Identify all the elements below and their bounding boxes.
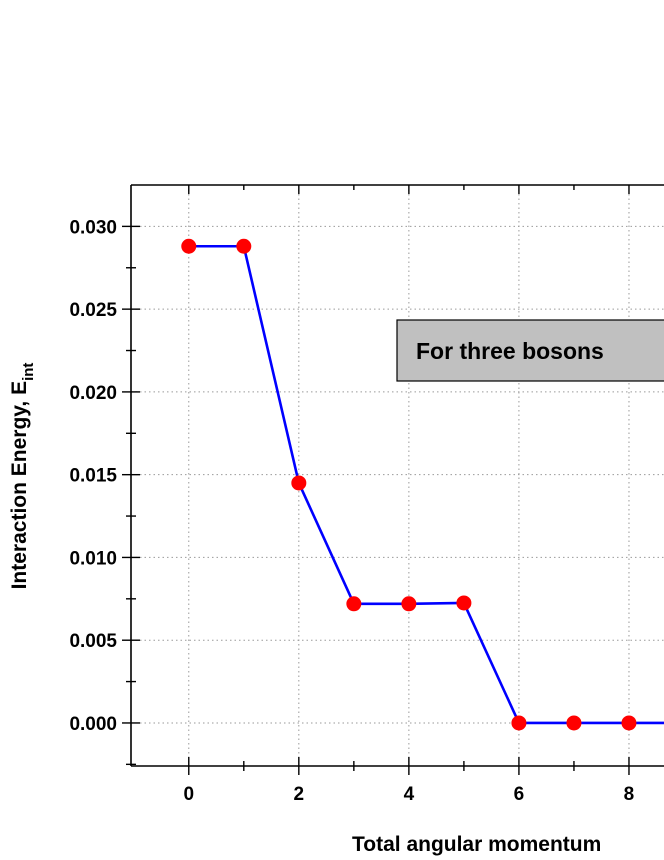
x-axis-title: Total angular momentum (352, 833, 601, 856)
data-point-1 (236, 238, 252, 254)
y-axis-title-subscript: int (20, 363, 37, 381)
data-point-8 (621, 715, 637, 731)
annotation-box (396, 319, 664, 382)
x-tick-label-2: 2 (294, 784, 305, 805)
y-tick-label-0.010: 0.010 (69, 548, 117, 569)
y-tick-label-0.030: 0.030 (69, 217, 117, 238)
axes (130, 184, 664, 767)
series-line-0 (188, 244, 664, 725)
y-tick-label-0.025: 0.025 (69, 300, 117, 321)
data-point-6 (511, 715, 527, 731)
grid (131, 185, 664, 766)
data-point-0 (181, 238, 197, 254)
y-tick-label-0.015: 0.015 (69, 466, 117, 487)
data-point-7 (566, 715, 582, 731)
annotation-text: For three bosons (416, 338, 604, 364)
data-point-2 (291, 475, 307, 491)
series (181, 238, 664, 731)
data-point-3 (346, 596, 362, 612)
y-axis-title-main: Interaction Energy, E (8, 381, 31, 590)
tick-marks (122, 185, 630, 775)
x-tick-label-4: 4 (404, 784, 415, 805)
y-tick-label-0.020: 0.020 (69, 383, 117, 404)
tick-labels: 0 2 4 6 8 0.000 0.005 0.010 0.015 0.020 0.025 0.030 (69, 217, 634, 805)
data-point-5 (456, 595, 472, 611)
y-tick-label-0.005: 0.005 (69, 631, 117, 652)
annotation: For three bosons (396, 319, 664, 382)
y-tick-label-0.000: 0.000 (69, 714, 117, 735)
x-tick-label-8: 8 (624, 784, 635, 805)
x-tick-label-0: 0 (183, 784, 194, 805)
y-axis-title: Interaction Energy, Eint (8, 363, 37, 590)
x-tick-label-6: 6 (514, 784, 525, 805)
data-point-4 (401, 596, 417, 612)
